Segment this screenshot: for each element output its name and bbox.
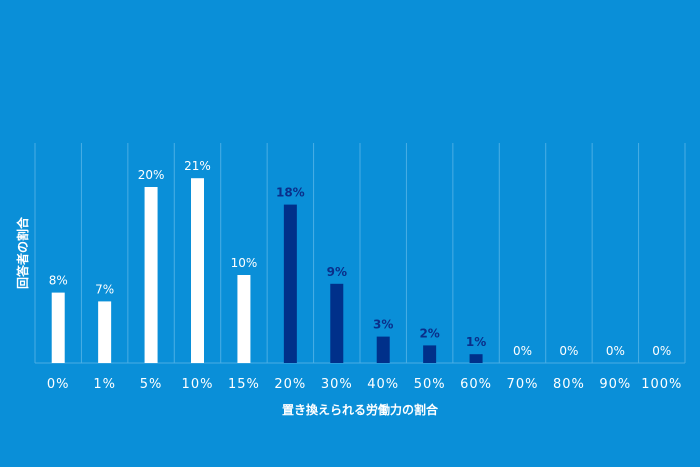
data-label: 0% [606, 344, 625, 358]
data-label: 18% [276, 186, 305, 200]
bar [330, 283, 344, 363]
data-label: 0% [513, 344, 532, 358]
x-tick-label: 10% [182, 377, 214, 392]
x-tick-label: 20% [274, 377, 306, 392]
x-tick-label: 30% [321, 377, 353, 392]
data-label: 8% [49, 274, 68, 288]
bar [144, 187, 158, 363]
bar [51, 292, 65, 363]
x-tick-label: 50% [414, 377, 446, 392]
x-tick-label: 40% [367, 377, 399, 392]
data-label: 10% [231, 256, 258, 270]
bars [51, 178, 483, 363]
bar [98, 301, 112, 363]
x-tick-label: 0% [47, 377, 70, 392]
data-labels: 8% 7% 20% 21% 10% 18% 9% 3% 2% 1% 0% 0% 0% 0% [49, 159, 672, 358]
data-label: 21% [184, 159, 211, 173]
data-label: 9% [327, 265, 347, 279]
bar [469, 354, 483, 363]
x-tick-label: 5% [140, 377, 163, 392]
bar [237, 275, 251, 363]
data-label: 0% [652, 344, 671, 358]
data-label: 2% [419, 326, 439, 340]
data-label: 7% [95, 282, 114, 296]
x-tick-label: 60% [460, 377, 492, 392]
bar [423, 345, 437, 363]
bar [376, 336, 390, 363]
bar [283, 204, 297, 363]
x-tick-label: 15% [228, 377, 260, 392]
bar [191, 178, 204, 363]
x-tick-labels: 0% 1% 5% 10% 15% 20% 30% 40% 50% 60% 70% 80% 90% 100% [47, 377, 682, 392]
x-tick-label: 70% [507, 377, 539, 392]
y-axis-title: 回答者の割合 [15, 216, 30, 289]
data-label: 1% [466, 335, 486, 349]
x-tick-label: 90% [599, 377, 631, 392]
data-label: 3% [373, 318, 393, 332]
x-tick-label: 80% [553, 377, 585, 392]
x-tick-label: 100% [641, 377, 682, 392]
grid-lines [34, 143, 686, 364]
x-tick-label: 1% [93, 377, 116, 392]
data-label: 0% [559, 344, 578, 358]
data-label: 20% [138, 168, 165, 182]
x-axis-title: 置き換えられる労働力の割合 [282, 402, 439, 417]
